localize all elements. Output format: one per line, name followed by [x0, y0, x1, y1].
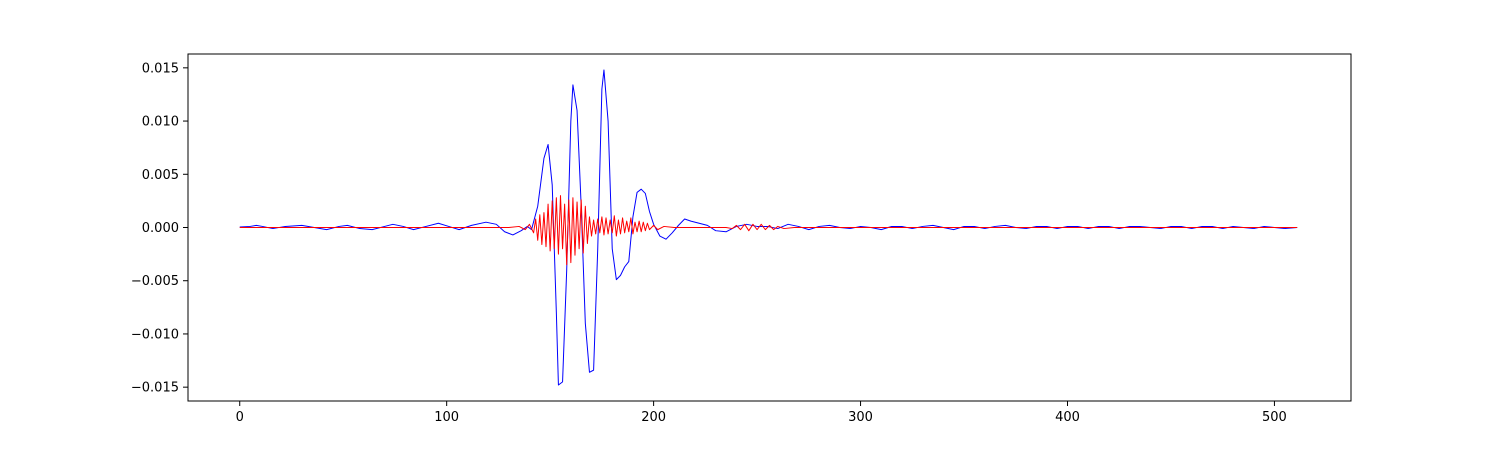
- x-tick-label: 100: [434, 410, 459, 425]
- y-tick-label: 0.005: [142, 168, 179, 183]
- y-tick-label: −0.010: [131, 327, 179, 342]
- y-tick-label: 0.010: [142, 115, 179, 130]
- y-tick-label: −0.005: [131, 274, 179, 289]
- y-tick-label: 0.000: [142, 221, 179, 236]
- x-tick-label: 0: [236, 410, 244, 425]
- series-layer: [239, 69, 1298, 386]
- x-tick-label: 400: [1055, 410, 1080, 425]
- y-tick-label: 0.015: [142, 61, 179, 76]
- x-tick-label: 500: [1262, 410, 1287, 425]
- x-tick-label: 200: [641, 410, 666, 425]
- y-axis: 0.015 0.010 0.005 0.000 −0.005 −0.010 −0.015: [131, 61, 188, 396]
- x-axis: 0 100 200 300 400 500: [236, 401, 1287, 425]
- y-tick-label: −0.015: [131, 381, 179, 396]
- x-tick-label: 300: [848, 410, 873, 425]
- series-line-2: [239, 195, 1298, 266]
